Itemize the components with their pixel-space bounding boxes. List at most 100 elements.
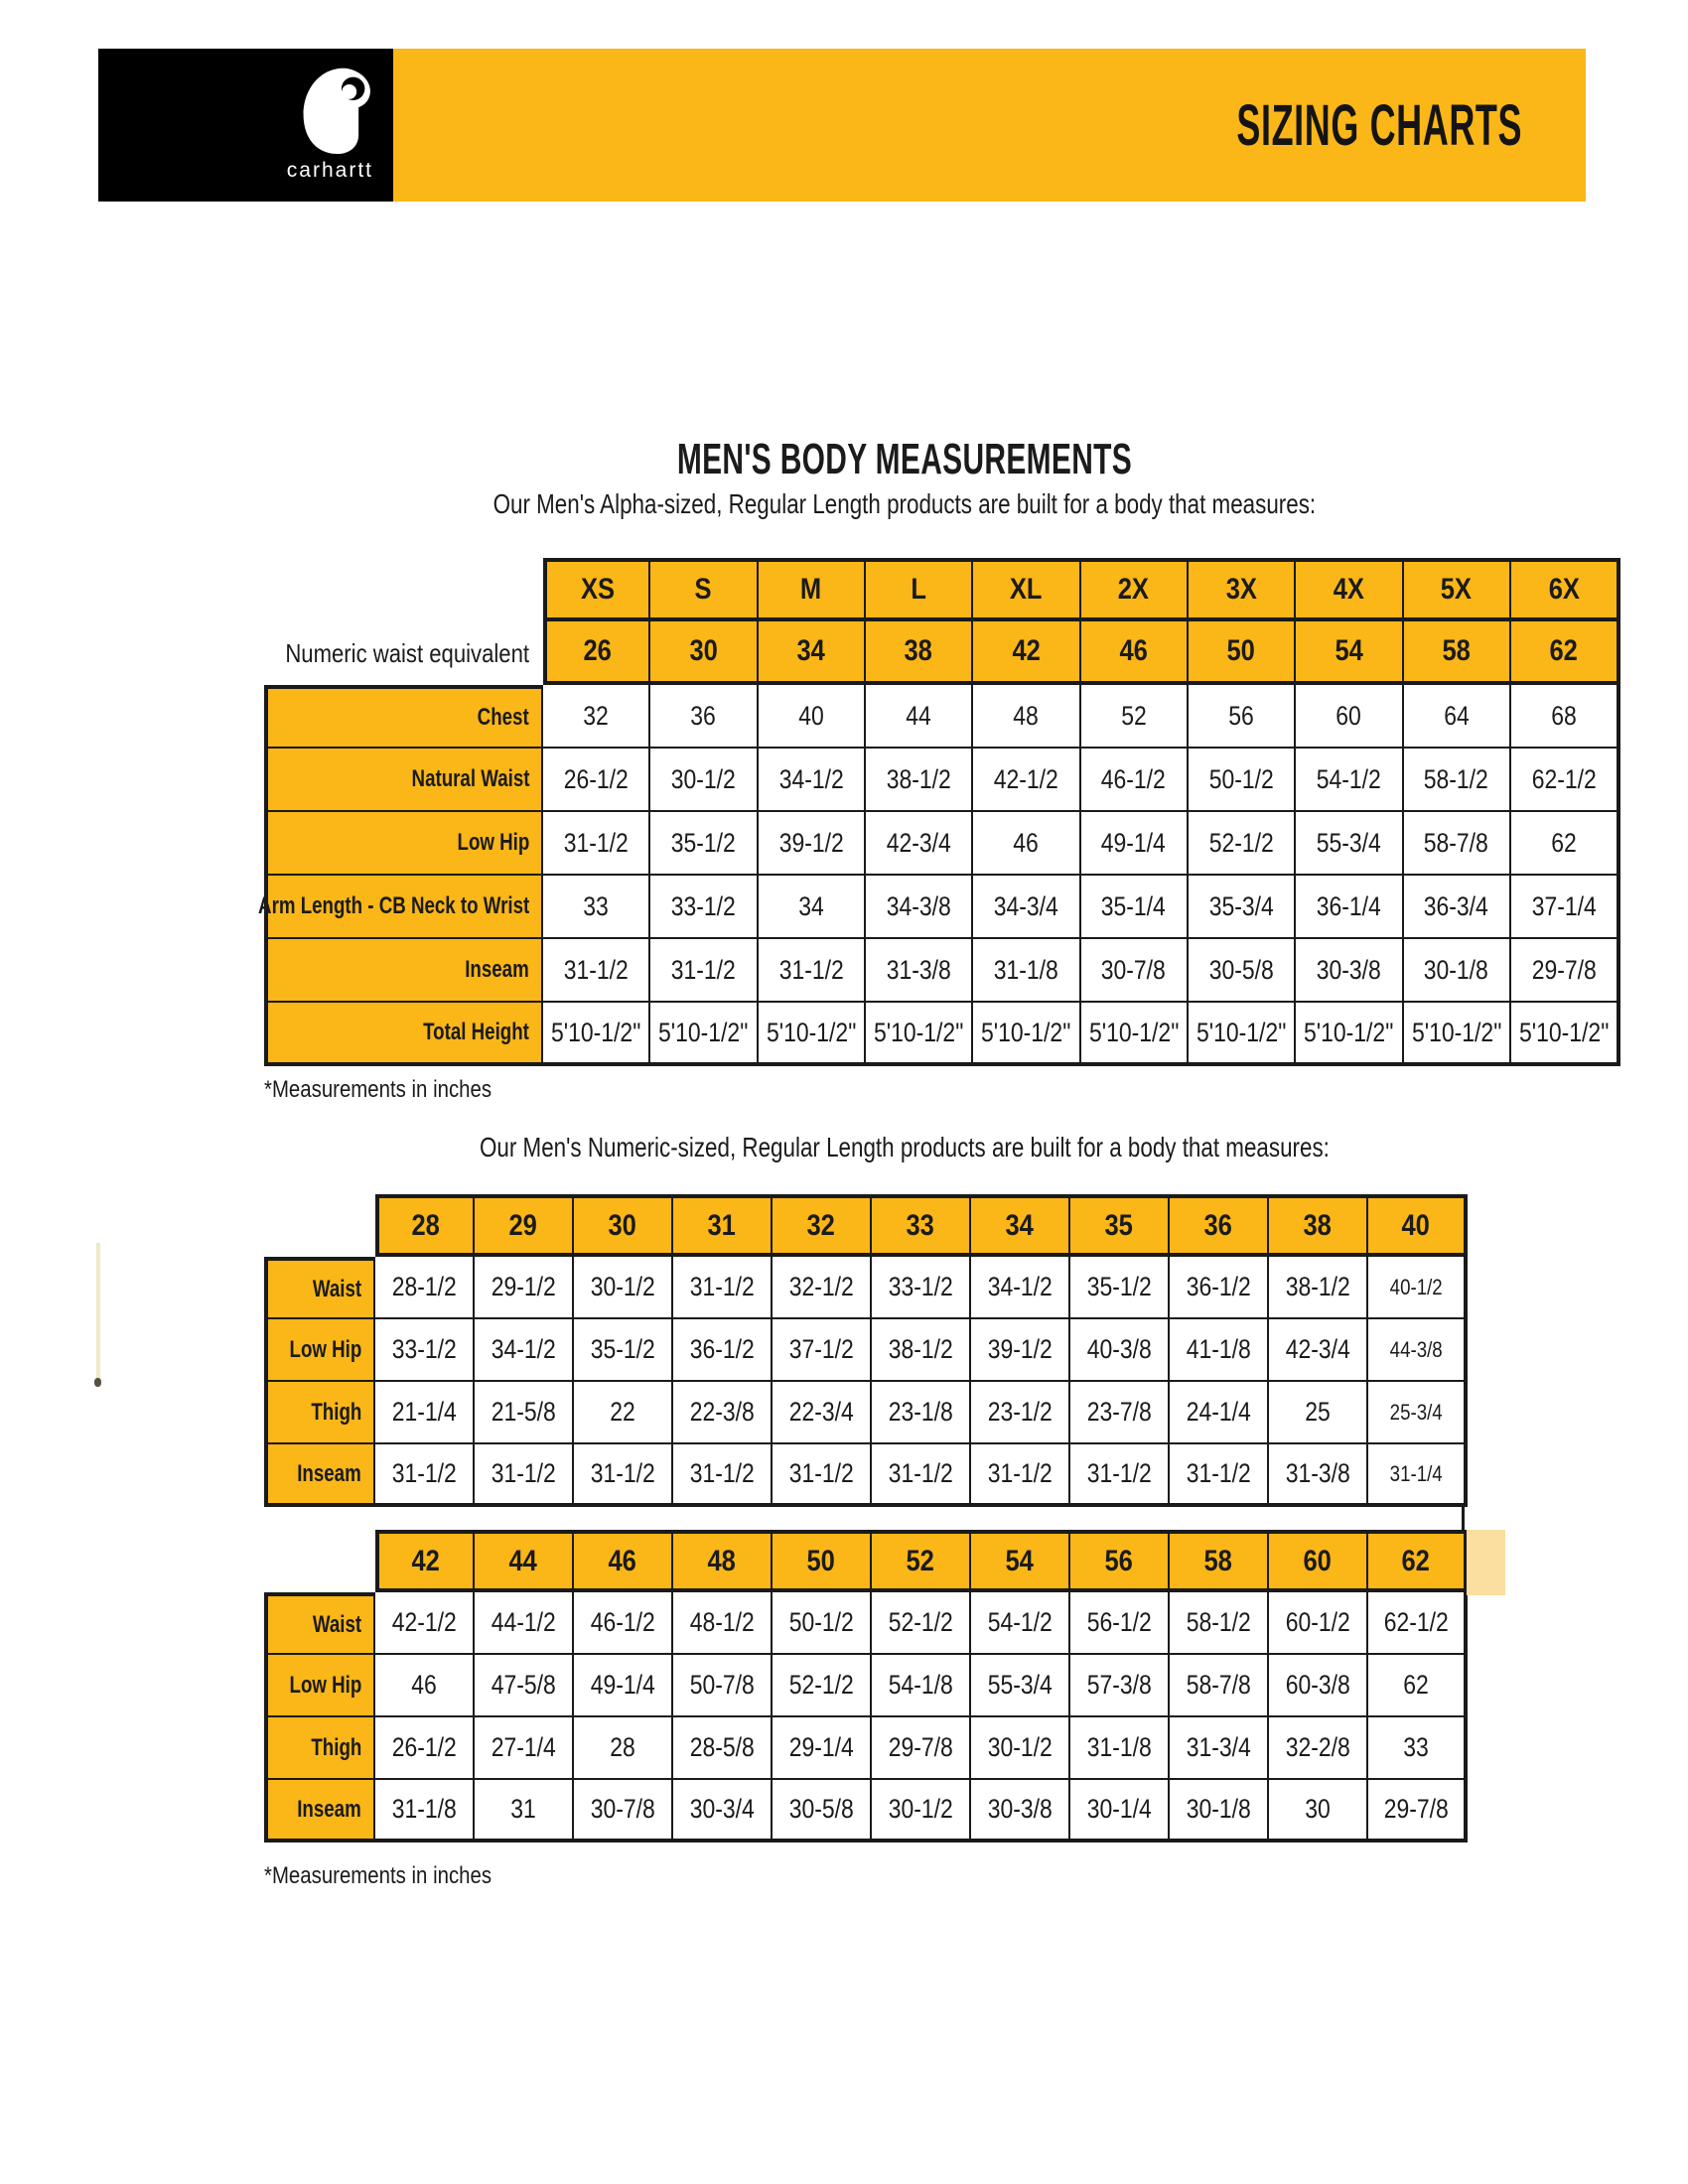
value-cell: 5'10-1/2" — [758, 1003, 866, 1066]
banner-title: SIZING CHARTS — [1236, 92, 1522, 158]
value-cell: 5'10-1/2" — [1080, 1003, 1189, 1066]
value-cell: 62 — [1368, 1655, 1468, 1717]
value-cell: 54-1/2 — [1296, 749, 1404, 812]
value-cell-text: 33-1/2 — [391, 1334, 457, 1364]
value-cell: 52-1/2 — [773, 1655, 872, 1717]
value-cell-text: 5'10-1/2" — [766, 1017, 856, 1047]
value-cell: 5'10-1/2" — [865, 1003, 974, 1066]
value-cell: 31-1/2 — [673, 1257, 773, 1319]
value-cell: 31-1/8 — [1070, 1717, 1170, 1780]
value-cell: 30-1/8 — [1170, 1780, 1269, 1843]
value-cell-text: 42-3/4 — [1285, 1334, 1350, 1364]
value-cell: 31-1/2 — [650, 939, 759, 1003]
value-cell: 29-1/2 — [475, 1257, 574, 1319]
value-cell: 34-1/2 — [971, 1257, 1070, 1319]
numeric-waist-cell-text: 58 — [1442, 634, 1471, 667]
value-cell: 28-1/2 — [375, 1257, 475, 1319]
value-cell: 44-3/8 — [1368, 1319, 1468, 1382]
header-banner: carhartt SIZING CHARTS — [98, 49, 1586, 202]
value-cell-text: 21-1/4 — [391, 1397, 457, 1427]
value-cell: 41-1/8 — [1170, 1319, 1269, 1382]
value-cell-text: 37-1/4 — [1531, 890, 1597, 921]
value-cell-text: 50-1/2 — [788, 1607, 854, 1637]
size-header-cell-text: 29 — [508, 1208, 538, 1242]
size-header-cell-text: M — [800, 573, 822, 606]
size-header-cell-text: 38 — [1303, 1208, 1333, 1242]
value-cell-text: 31-1/2 — [689, 1458, 755, 1488]
value-cell-text: 31-1/2 — [888, 1458, 953, 1488]
size-header-cell-text: 5X — [1441, 573, 1473, 606]
value-cell: 56 — [1188, 685, 1297, 749]
numeric-waist-cell-text: 26 — [583, 634, 613, 667]
value-cell: 30-7/8 — [1080, 939, 1189, 1003]
row-label-cell: Arm Length - CB Neck to Wrist — [258, 876, 543, 939]
value-cell-text: 30-1/2 — [590, 1272, 655, 1301]
size-header-cell-text: 50 — [806, 1544, 836, 1577]
value-cell: 58-1/2 — [1170, 1592, 1269, 1655]
row-label-cell: Low Hip — [264, 812, 543, 876]
value-cell-text: 22-3/8 — [689, 1397, 755, 1427]
value-cell: 62-1/2 — [1368, 1592, 1468, 1655]
value-cell-text: 5'10-1/2" — [873, 1017, 964, 1047]
size-header-cell: 6X — [1510, 558, 1621, 621]
size-header-cell: 35 — [1070, 1194, 1170, 1257]
value-cell: 40-1/2 — [1368, 1257, 1468, 1319]
value-cell-text: 35-1/2 — [670, 827, 737, 858]
value-cell: 44-1/2 — [475, 1592, 574, 1655]
size-header-cell-text: XL — [1010, 573, 1043, 606]
value-cell: 35-1/2 — [574, 1319, 673, 1382]
value-cell: 31-1/2 — [872, 1444, 971, 1507]
value-cell-text: 5'10-1/2" — [981, 1017, 1071, 1047]
value-cell: 31 — [475, 1780, 574, 1843]
value-cell-text: 25 — [1305, 1397, 1331, 1427]
size-header-cell: 38 — [1269, 1194, 1368, 1257]
numeric-waist-cell-text: 54 — [1335, 634, 1363, 667]
value-cell: 23-1/2 — [971, 1382, 1070, 1444]
size-header-cell-text: 48 — [707, 1544, 737, 1577]
value-cell: 47-5/8 — [475, 1655, 574, 1717]
value-cell: 62 — [1510, 812, 1621, 876]
value-cell-text: 21-5/8 — [491, 1397, 556, 1427]
value-cell: 31-3/8 — [865, 939, 974, 1003]
row-label-cell-text: Low Hip — [289, 1671, 361, 1699]
numeric-waist-cell-text: 50 — [1226, 634, 1256, 667]
value-cell-text: 29-7/8 — [888, 1732, 953, 1762]
value-cell-text: 54-1/2 — [987, 1607, 1053, 1637]
value-cell-text: 54-1/2 — [1316, 763, 1381, 794]
value-cell: 48-1/2 — [673, 1592, 773, 1655]
value-cell-text: 46-1/2 — [590, 1607, 655, 1637]
size-header-cell: 33 — [872, 1194, 971, 1257]
value-cell-text: 30-7/8 — [1101, 954, 1167, 985]
value-cell-text: 5'10-1/2" — [1518, 1017, 1610, 1047]
size-header-cell-text: 46 — [608, 1544, 637, 1577]
value-cell: 46 — [375, 1655, 475, 1717]
value-cell: 39-1/2 — [758, 812, 866, 876]
value-cell: 31-1/4 — [1368, 1444, 1468, 1507]
value-cell-text: 30-1/2 — [987, 1732, 1053, 1762]
value-cell: 49-1/4 — [574, 1655, 673, 1717]
value-cell: 22-3/8 — [673, 1382, 773, 1444]
value-cell: 42-1/2 — [375, 1592, 475, 1655]
size-header-cell: 40 — [1368, 1194, 1468, 1257]
size-header-cell: 34 — [971, 1194, 1070, 1257]
row-label-cell: Inseam — [264, 1780, 375, 1843]
numeric-waist-cell-text: 38 — [904, 634, 933, 667]
numeric-waist-cell-text: 30 — [689, 634, 718, 667]
numeric-waist-cell: 54 — [1296, 621, 1404, 685]
value-cell: 25 — [1269, 1382, 1368, 1444]
numeric-waist-cell: 42 — [973, 621, 1081, 685]
size-header-cell-text: 6X — [1548, 573, 1580, 606]
value-cell: 30-3/8 — [971, 1780, 1070, 1843]
value-cell-text: 31-1/2 — [788, 1458, 854, 1488]
value-cell: 34 — [758, 876, 866, 939]
value-cell: 5'10-1/2" — [650, 1003, 759, 1066]
value-cell-text: 25-3/4 — [1389, 1399, 1443, 1425]
value-cell-text: 36-1/2 — [1186, 1272, 1251, 1301]
value-cell: 55-3/4 — [1296, 812, 1404, 876]
value-cell: 42-3/4 — [1269, 1319, 1368, 1382]
value-cell-text: 26-1/2 — [563, 763, 629, 794]
value-cell: 50-1/2 — [773, 1592, 872, 1655]
value-cell: 40 — [758, 685, 866, 749]
value-cell-text: 30-3/4 — [689, 1794, 755, 1824]
value-cell: 22-3/4 — [773, 1382, 872, 1444]
